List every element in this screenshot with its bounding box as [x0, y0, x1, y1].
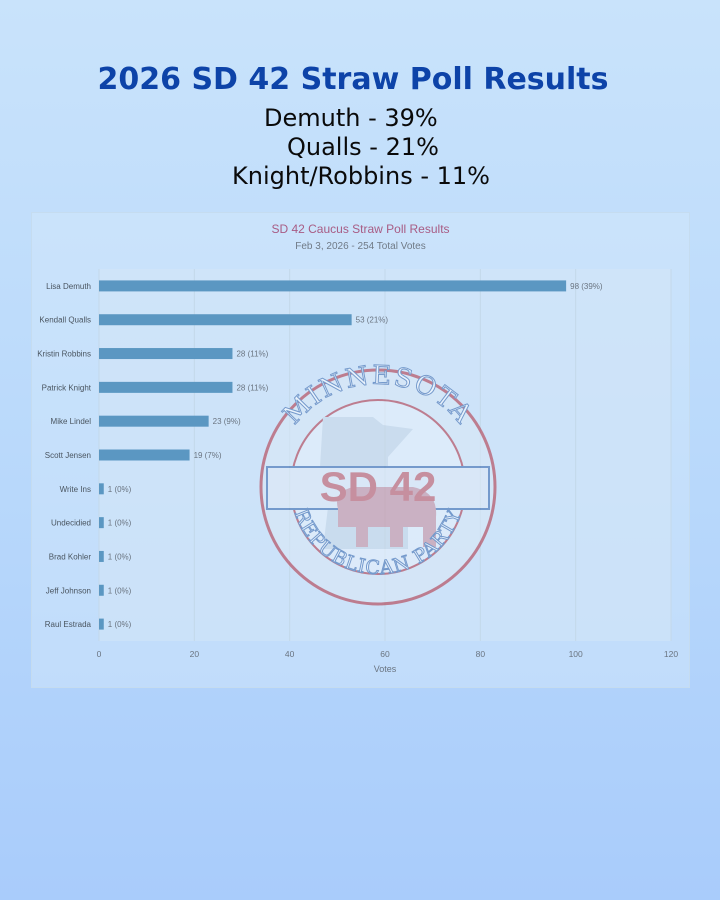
bar — [99, 449, 190, 461]
x-tick-label: 0 — [97, 649, 102, 659]
elephant-icon — [337, 487, 437, 547]
data-label: 19 (7%) — [194, 451, 222, 460]
logo-center-text: SD 42 — [320, 463, 437, 510]
bar — [99, 348, 233, 360]
x-tick-label: 40 — [285, 649, 295, 659]
bar — [99, 584, 104, 596]
data-label: 53 (21%) — [356, 316, 389, 325]
data-label: 1 (0%) — [108, 519, 132, 528]
page-headline: 2026 SD 42 Straw Poll Results — [97, 62, 609, 97]
x-tick-label: 80 — [476, 649, 486, 659]
category-label: Raul Estrada — [45, 620, 92, 629]
category-label: Undecidied — [51, 519, 91, 528]
category-label: Jeff Johnson — [46, 586, 91, 595]
data-label: 98 (39%) — [570, 282, 603, 291]
bar — [99, 483, 104, 495]
bar — [99, 618, 104, 630]
category-label: Lisa Demuth — [46, 282, 91, 291]
category-label: Mike Lindel — [51, 417, 92, 426]
x-tick-label: 120 — [664, 649, 678, 659]
bar — [99, 415, 209, 427]
chart-card: SD 42 Caucus Straw Poll Results Feb 3, 2… — [31, 212, 690, 688]
x-tick-label: 60 — [380, 649, 390, 659]
bar — [99, 517, 104, 529]
data-label: 1 (0%) — [108, 485, 132, 494]
x-tick-label: 20 — [190, 649, 200, 659]
summary-line-knight-robbins: Knight/Robbins - 11% — [232, 162, 490, 190]
data-label: 1 (0%) — [108, 552, 132, 561]
data-label: 28 (11%) — [236, 383, 268, 392]
x-tick-label: 100 — [569, 649, 583, 659]
summary-line-demuth: Demuth - 39% — [264, 104, 438, 132]
data-label: 1 (0%) — [108, 586, 132, 595]
category-label: Write Ins — [60, 485, 91, 494]
category-label: Brad Kohler — [49, 552, 92, 561]
category-label: Kristin Robbins — [37, 350, 91, 359]
category-label: Kendall Qualls — [39, 316, 91, 325]
x-axis-title: Votes — [374, 664, 397, 674]
category-label: Patrick Knight — [42, 383, 92, 392]
data-label: 23 (9%) — [213, 417, 241, 426]
chart-subtitle: Feb 3, 2026 - 254 Total Votes — [295, 241, 426, 252]
category-label: Scott Jensen — [45, 451, 91, 460]
data-label: 1 (0%) — [108, 620, 132, 629]
bar — [99, 280, 567, 292]
summary-line-qualls: Qualls - 21% — [287, 133, 439, 161]
chart-title: SD 42 Caucus Straw Poll Results — [271, 222, 450, 236]
bar — [99, 314, 352, 326]
data-label: 28 (11%) — [236, 350, 268, 359]
bar — [99, 550, 104, 562]
bar — [99, 381, 233, 393]
